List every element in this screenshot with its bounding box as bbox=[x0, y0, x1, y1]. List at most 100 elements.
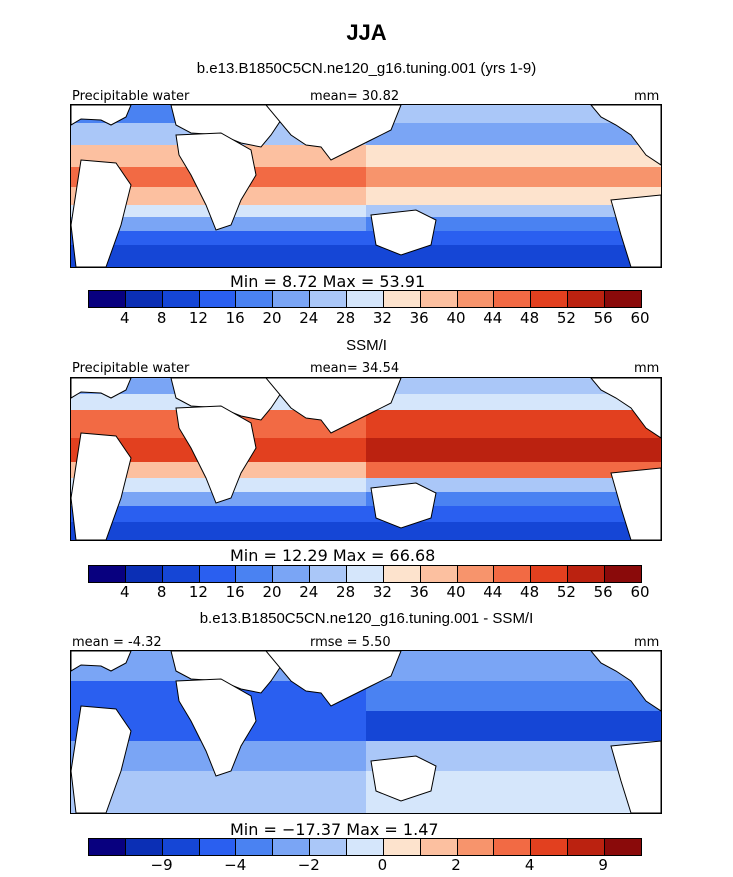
australia bbox=[370, 209, 437, 256]
colorbar-tick-label: 4 bbox=[120, 309, 130, 327]
asia bbox=[265, 105, 402, 161]
map-band-east bbox=[366, 217, 661, 231]
map-band-east bbox=[366, 105, 661, 123]
map-band-west bbox=[71, 245, 366, 267]
north-america-coast bbox=[71, 105, 132, 126]
panel-3-contour-map bbox=[71, 651, 661, 813]
map-band-east bbox=[366, 245, 661, 267]
colorbar-tick-label: 16 bbox=[225, 309, 245, 327]
panel-3-min-max: Min = −17.37 Max = 1.47 bbox=[230, 820, 439, 839]
panel-3-units-label: mm bbox=[634, 635, 660, 650]
colorbar-swatch bbox=[605, 566, 641, 582]
colorbar-tick-label: 28 bbox=[336, 583, 356, 601]
map-band-east bbox=[366, 378, 661, 394]
panel-1-mean-label: mean= 30.82 bbox=[310, 89, 400, 104]
south-america-east bbox=[610, 740, 661, 813]
americas-east bbox=[590, 651, 661, 712]
colorbar-swatch bbox=[236, 291, 274, 307]
colorbar-swatch bbox=[531, 566, 569, 582]
south-america bbox=[71, 432, 132, 540]
colorbar-swatch bbox=[420, 291, 458, 307]
americas-east bbox=[590, 378, 661, 439]
colorbar-swatch bbox=[199, 291, 237, 307]
colorbar-swatch bbox=[199, 566, 237, 582]
colorbar-swatch bbox=[568, 839, 606, 855]
panel-1-colorbar bbox=[88, 290, 642, 308]
colorbar-swatch bbox=[347, 291, 384, 307]
colorbar-swatch bbox=[310, 566, 348, 582]
panel-2-variable-label: Precipitable water bbox=[72, 361, 190, 376]
panel-2-title: SSM/I bbox=[346, 337, 387, 354]
colorbar-tick-label: 44 bbox=[483, 583, 503, 601]
colorbar-tick-label: −4 bbox=[224, 856, 247, 874]
colorbar-swatch bbox=[420, 839, 458, 855]
colorbar-swatch bbox=[162, 291, 200, 307]
map-band-east bbox=[366, 123, 661, 145]
colorbar-swatch bbox=[494, 566, 532, 582]
colorbar-swatch bbox=[605, 291, 641, 307]
americas-east bbox=[590, 105, 661, 166]
colorbar-swatch bbox=[236, 566, 274, 582]
panel-2-map bbox=[70, 377, 662, 541]
map-band-east bbox=[366, 522, 661, 540]
colorbar-tick-label: 48 bbox=[520, 583, 540, 601]
colorbar-tick-label: 40 bbox=[446, 583, 466, 601]
colorbar-swatch bbox=[494, 291, 532, 307]
colorbar-swatch bbox=[347, 566, 384, 582]
colorbar-swatch bbox=[273, 566, 311, 582]
colorbar-swatch bbox=[420, 566, 458, 582]
colorbar-swatch bbox=[568, 291, 606, 307]
colorbar-tick-label: 20 bbox=[262, 583, 282, 601]
panel-1-variable-label: Precipitable water bbox=[72, 89, 190, 104]
colorbar-swatch bbox=[531, 839, 569, 855]
colorbar-tick-label: 32 bbox=[372, 309, 392, 327]
map-band-east bbox=[366, 478, 661, 492]
colorbar-tick-label: 52 bbox=[556, 309, 576, 327]
north-america-coast bbox=[71, 651, 132, 672]
colorbar-tick-label: 56 bbox=[593, 583, 613, 601]
map-band-east bbox=[366, 462, 661, 478]
colorbar-swatch bbox=[383, 291, 421, 307]
panel-2-contour-map bbox=[71, 378, 661, 540]
africa bbox=[175, 678, 257, 777]
panel-1-contour-map bbox=[71, 105, 661, 267]
panel-1-title: b.e13.B1850C5CN.ne120_g16.tuning.001 (yr… bbox=[196, 60, 537, 77]
colorbar-tick-label: 24 bbox=[299, 583, 319, 601]
colorbar-tick-label: 40 bbox=[446, 309, 466, 327]
colorbar-tick-label: 2 bbox=[451, 856, 461, 874]
map-band-west bbox=[71, 522, 366, 540]
map-band-east bbox=[366, 145, 661, 167]
colorbar-tick-label: 4 bbox=[120, 583, 130, 601]
colorbar-tick-label: −2 bbox=[297, 856, 320, 874]
colorbar-tick-label: 52 bbox=[556, 583, 576, 601]
colorbar-swatch bbox=[236, 839, 274, 855]
map-band-west bbox=[71, 771, 366, 813]
colorbar-swatch bbox=[273, 839, 311, 855]
colorbar-tick-label: 60 bbox=[630, 583, 650, 601]
colorbar-tick-label: 48 bbox=[520, 309, 540, 327]
colorbar-tick-label: 56 bbox=[593, 309, 613, 327]
australia bbox=[370, 755, 437, 802]
panel-3-rmse-label: rmse = 5.50 bbox=[310, 635, 391, 650]
panel-3-map bbox=[70, 650, 662, 814]
panel-3-mean-label: mean = -4.32 bbox=[72, 635, 162, 650]
map-band-east bbox=[366, 205, 661, 217]
colorbar-swatch bbox=[568, 566, 606, 582]
colorbar-tick-label: 0 bbox=[377, 856, 388, 874]
map-band-east bbox=[366, 681, 661, 711]
colorbar-tick-label: 60 bbox=[630, 309, 650, 327]
colorbar-swatch bbox=[89, 566, 126, 582]
south-america-east bbox=[610, 467, 661, 540]
australia bbox=[370, 482, 437, 529]
map-band-east bbox=[366, 167, 661, 187]
map-band-east bbox=[366, 410, 661, 438]
colorbar-tick-label: 36 bbox=[409, 309, 429, 327]
figure-title: JJA bbox=[346, 20, 387, 45]
colorbar-tick-label: 20 bbox=[262, 309, 282, 327]
south-america-east bbox=[610, 194, 661, 267]
asia bbox=[265, 378, 402, 434]
asia bbox=[265, 651, 402, 707]
colorbar-swatch bbox=[383, 566, 421, 582]
colorbar-swatch bbox=[199, 839, 237, 855]
colorbar-tick-label: 24 bbox=[299, 309, 319, 327]
